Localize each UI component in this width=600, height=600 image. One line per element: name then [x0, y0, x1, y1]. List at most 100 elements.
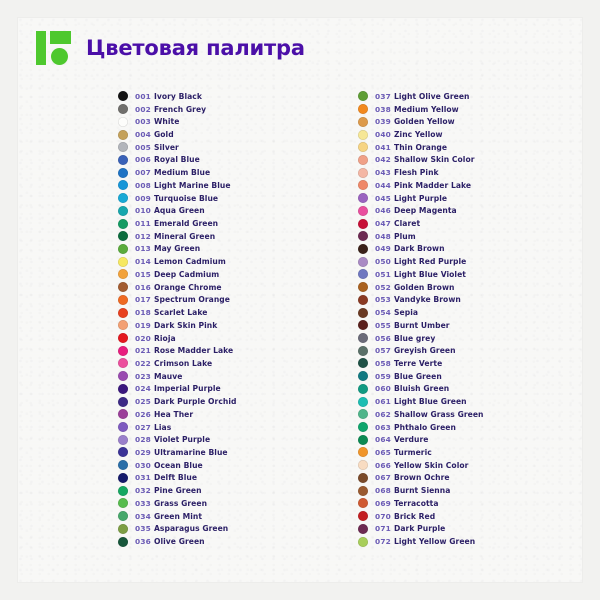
- palette-row[interactable]: 028 Violet Purple: [118, 433, 236, 446]
- palette-row[interactable]: 072 Light Yellow Green: [358, 535, 484, 548]
- palette-row[interactable]: 036 Olive Green: [118, 535, 236, 548]
- palette-row[interactable]: 034 Green Mint: [118, 510, 236, 523]
- color-swatch-icon: [118, 269, 128, 280]
- palette-row[interactable]: 005 Silver: [118, 141, 236, 154]
- palette-row[interactable]: 001 Ivory Black: [118, 90, 236, 103]
- palette-row[interactable]: 053 Vandyke Brown: [358, 294, 484, 307]
- palette-row[interactable]: 050 Light Red Purple: [358, 255, 484, 268]
- palette-row[interactable]: 059 Blue Green: [358, 370, 484, 383]
- palette-row[interactable]: 025 Dark Purple Orchid: [118, 395, 236, 408]
- palette-row[interactable]: 030 Ocean Blue: [118, 459, 236, 472]
- palette-row[interactable]: 067 Brown Ochre: [358, 472, 484, 485]
- palette-row[interactable]: 046 Deep Magenta: [358, 204, 484, 217]
- palette-row[interactable]: 023 Mauve: [118, 370, 236, 383]
- color-name: Dark Purple Orchid: [154, 397, 237, 407]
- color-swatch-icon: [358, 434, 368, 445]
- palette-row[interactable]: 060 Bluish Green: [358, 383, 484, 396]
- palette-row[interactable]: 003 White: [118, 115, 236, 128]
- color-swatch-icon: [118, 307, 128, 318]
- palette-row[interactable]: 049 Dark Brown: [358, 243, 484, 256]
- color-swatch-icon: [358, 91, 368, 102]
- palette-row[interactable]: 066 Yellow Skin Color: [358, 459, 484, 472]
- color-number: 023: [135, 371, 152, 381]
- palette-row[interactable]: 071 Dark Purple: [358, 522, 484, 535]
- palette-row[interactable]: 008 Light Marine Blue: [118, 179, 236, 192]
- palette-row[interactable]: 070 Brick Red: [358, 510, 484, 523]
- color-swatch-icon: [118, 167, 128, 178]
- color-swatch-icon: [118, 447, 128, 458]
- palette-row[interactable]: 056 Blue grey: [358, 332, 484, 345]
- palette-row[interactable]: 017 Spectrum Orange: [118, 294, 236, 307]
- color-name: Sepia: [394, 308, 419, 318]
- palette-row[interactable]: 063 Phthalo Green: [358, 421, 484, 434]
- color-swatch-icon: [118, 371, 128, 382]
- palette-row[interactable]: 048 Plum: [358, 230, 484, 243]
- palette-row[interactable]: 041 Thin Orange: [358, 141, 484, 154]
- color-number: 035: [135, 524, 152, 534]
- palette-row[interactable]: 032 Pine Green: [118, 484, 236, 497]
- palette-row[interactable]: 016 Orange Chrome: [118, 281, 236, 294]
- color-swatch-icon: [358, 154, 368, 165]
- palette-row[interactable]: 010 Aqua Green: [118, 204, 236, 217]
- palette-row[interactable]: 043 Flesh Pink: [358, 166, 484, 179]
- palette-row[interactable]: 042 Shallow Skin Color: [358, 154, 484, 167]
- color-name: Light Purple: [394, 193, 448, 203]
- palette-row[interactable]: 009 Turquoise Blue: [118, 192, 236, 205]
- palette-row[interactable]: 019 Dark Skin Pink: [118, 319, 236, 332]
- palette-row[interactable]: 033 Grass Green: [118, 497, 236, 510]
- color-name: Bluish Green: [394, 384, 450, 394]
- color-name: Imperial Purple: [154, 384, 221, 394]
- palette-row[interactable]: 038 Medium Yellow: [358, 103, 484, 116]
- palette-row[interactable]: 026 Hea Ther: [118, 408, 236, 421]
- palette-row[interactable]: 027 Lias: [118, 421, 236, 434]
- palette-row[interactable]: 051 Light Blue Violet: [358, 268, 484, 281]
- palette-row[interactable]: 015 Deep Cadmium: [118, 268, 236, 281]
- palette-row[interactable]: 058 Terre Verte: [358, 357, 484, 370]
- palette-row[interactable]: 044 Pink Madder Lake: [358, 179, 484, 192]
- color-name: Light Red Purple: [394, 257, 467, 267]
- palette-row[interactable]: 054 Sepia: [358, 306, 484, 319]
- palette-row[interactable]: 014 Lemon Cadmium: [118, 255, 236, 268]
- color-name: Light Olive Green: [394, 91, 470, 101]
- palette-row[interactable]: 037 Light Olive Green: [358, 90, 484, 103]
- color-name: Gold: [154, 130, 174, 140]
- palette-row[interactable]: 064 Verdure: [358, 433, 484, 446]
- palette-row[interactable]: 012 Mineral Green: [118, 230, 236, 243]
- palette-row[interactable]: 039 Golden Yellow: [358, 115, 484, 128]
- palette-row[interactable]: 006 Royal Blue: [118, 154, 236, 167]
- color-number: 053: [375, 295, 392, 305]
- palette-row[interactable]: 020 Rioja: [118, 332, 236, 345]
- palette-row[interactable]: 068 Burnt Sienna: [358, 484, 484, 497]
- palette-row[interactable]: 022 Crimson Lake: [118, 357, 236, 370]
- palette-row[interactable]: 065 Turmeric: [358, 446, 484, 459]
- color-swatch-icon: [118, 282, 128, 293]
- palette-row[interactable]: 007 Medium Blue: [118, 166, 236, 179]
- color-number: 025: [135, 397, 152, 407]
- palette-row[interactable]: 029 Ultramarine Blue: [118, 446, 236, 459]
- palette-row[interactable]: 018 Scarlet Lake: [118, 306, 236, 319]
- palette-row[interactable]: 069 Terracotta: [358, 497, 484, 510]
- palette-row[interactable]: 031 Delft Blue: [118, 472, 236, 485]
- palette-row[interactable]: 002 French Grey: [118, 103, 236, 116]
- palette-row[interactable]: 045 Light Purple: [358, 192, 484, 205]
- palette-row[interactable]: 021 Rose Madder Lake: [118, 344, 236, 357]
- palette-row[interactable]: 061 Light Blue Green: [358, 395, 484, 408]
- color-name: Silver: [154, 142, 179, 152]
- palette-row[interactable]: 052 Golden Brown: [358, 281, 484, 294]
- color-name: Shallow Skin Color: [394, 155, 475, 165]
- logo-circle-shape: [51, 48, 68, 65]
- palette-row[interactable]: 047 Claret: [358, 217, 484, 230]
- color-swatch-icon: [358, 485, 368, 496]
- palette-row[interactable]: 057 Greyish Green: [358, 344, 484, 357]
- palette-row[interactable]: 011 Emerald Green: [118, 217, 236, 230]
- palette-row[interactable]: 040 Zinc Yellow: [358, 128, 484, 141]
- palette-row[interactable]: 024 Imperial Purple: [118, 383, 236, 396]
- palette-row[interactable]: 004 Gold: [118, 128, 236, 141]
- palette-row[interactable]: 035 Asparagus Green: [118, 522, 236, 535]
- palette-row[interactable]: 055 Burnt Umber: [358, 319, 484, 332]
- logo-rect-shape: [50, 31, 71, 44]
- palette-row[interactable]: 013 May Green: [118, 243, 236, 256]
- palette-row[interactable]: 062 Shallow Grass Green: [358, 408, 484, 421]
- color-swatch-icon: [358, 231, 368, 242]
- color-number: 008: [135, 180, 152, 190]
